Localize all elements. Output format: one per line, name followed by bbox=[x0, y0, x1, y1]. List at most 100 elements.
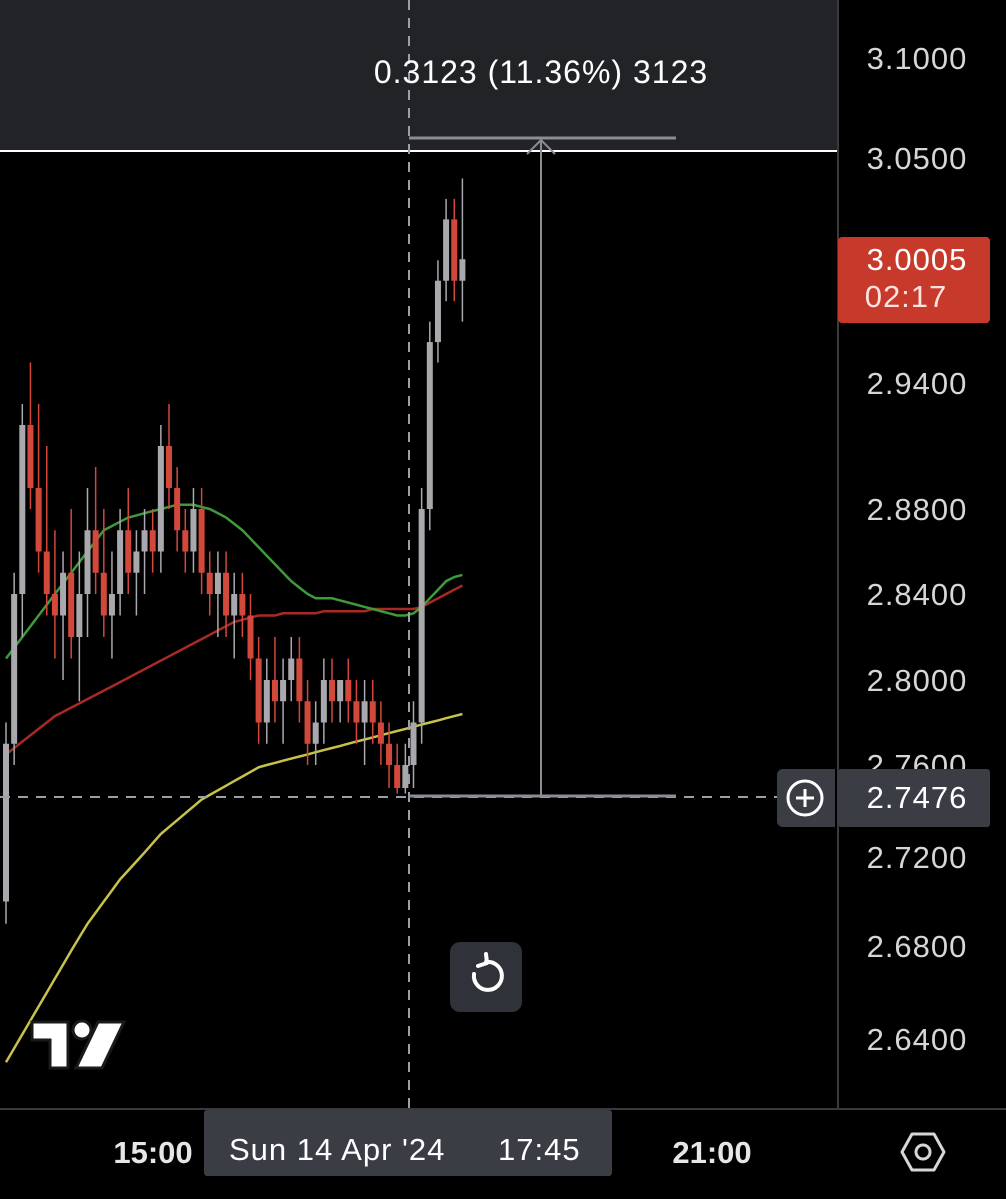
candle bbox=[141, 509, 148, 594]
candle bbox=[27, 362, 34, 509]
candle bbox=[312, 701, 319, 765]
price-tick-label: 2.6800 bbox=[867, 929, 968, 964]
candle-body bbox=[231, 594, 238, 616]
measure-tool[interactable] bbox=[409, 136, 676, 798]
candle-body bbox=[369, 701, 376, 723]
candle bbox=[255, 637, 262, 744]
candle-body bbox=[133, 551, 140, 573]
candle-body bbox=[304, 701, 311, 744]
tradingview-logo bbox=[28, 1016, 128, 1074]
candle-body bbox=[60, 572, 67, 616]
price-tick-label: 3.1000 bbox=[867, 41, 968, 76]
candle bbox=[182, 509, 189, 573]
candle bbox=[247, 594, 254, 680]
crosshair-price-label: 2.7476 bbox=[838, 769, 990, 827]
candle bbox=[166, 404, 172, 509]
candle bbox=[149, 509, 156, 573]
candle-body bbox=[410, 722, 417, 765]
candle-body bbox=[337, 680, 344, 702]
candle-body bbox=[43, 551, 50, 594]
price-tick-label: 2.7200 bbox=[867, 840, 968, 875]
current-price-value: 3.0005 bbox=[867, 242, 968, 277]
candle-body bbox=[92, 530, 99, 573]
candle-body bbox=[353, 701, 360, 723]
candle-body bbox=[182, 530, 189, 552]
ma-fast-line bbox=[5, 503, 463, 660]
candle bbox=[133, 530, 140, 616]
candle bbox=[206, 551, 213, 616]
candle-body bbox=[377, 722, 384, 744]
candle bbox=[459, 178, 466, 322]
candle bbox=[377, 701, 384, 765]
candle-body bbox=[386, 743, 393, 765]
candle bbox=[198, 488, 205, 594]
candle bbox=[92, 467, 99, 594]
candle bbox=[263, 658, 270, 744]
candle-body bbox=[35, 488, 42, 552]
candle-body bbox=[108, 594, 115, 616]
candle bbox=[3, 722, 9, 924]
candle-body bbox=[11, 594, 18, 744]
candle bbox=[434, 260, 441, 363]
price-tick-label: 2.8800 bbox=[867, 492, 968, 527]
rotate-ccw-icon bbox=[471, 952, 504, 992]
candle bbox=[386, 722, 393, 788]
candle-body bbox=[320, 680, 327, 723]
price-tick-label: 2.6400 bbox=[867, 1022, 968, 1057]
candle bbox=[361, 680, 368, 765]
hexagon-settings-icon bbox=[900, 1132, 946, 1172]
candles bbox=[3, 178, 466, 924]
candle bbox=[76, 551, 83, 702]
price-axis[interactable]: 3.10003.05002.94002.88002.84002.80002.76… bbox=[867, 41, 968, 1057]
candle-body bbox=[84, 530, 91, 594]
candle bbox=[280, 658, 287, 744]
candle bbox=[296, 637, 303, 723]
candle-body bbox=[68, 572, 75, 637]
candle-body bbox=[280, 680, 287, 702]
candle bbox=[402, 743, 409, 794]
candle-body bbox=[288, 658, 295, 680]
measure-arrowhead bbox=[526, 138, 556, 155]
time-tick-label: 21:00 bbox=[672, 1135, 751, 1170]
candle bbox=[84, 488, 91, 637]
price-tick-label: 2.9400 bbox=[867, 366, 968, 401]
measure-label: 0.3123 (11.36%) 3123 bbox=[374, 54, 708, 90]
candle bbox=[288, 637, 295, 702]
ma-slow-line bbox=[4, 712, 463, 1063]
candle-body bbox=[125, 530, 132, 573]
candle-body bbox=[117, 530, 124, 594]
add-alert-button[interactable] bbox=[777, 769, 835, 827]
candle-body bbox=[434, 280, 441, 343]
crosshair-date: Sun 14 Apr '24 bbox=[229, 1132, 445, 1167]
candle bbox=[108, 551, 115, 659]
candle bbox=[190, 488, 197, 573]
current-price-badge: 3.0005 02:17 bbox=[838, 237, 990, 323]
candle bbox=[239, 572, 246, 637]
candle-body bbox=[198, 509, 205, 573]
candle bbox=[51, 530, 58, 659]
reset-chart-button[interactable] bbox=[450, 942, 522, 1012]
candle-body bbox=[174, 488, 181, 531]
candle-body bbox=[190, 509, 197, 552]
settings-button[interactable] bbox=[890, 1122, 956, 1182]
candle-body bbox=[149, 530, 156, 552]
candle bbox=[223, 551, 230, 637]
candle-body bbox=[312, 722, 319, 744]
candle bbox=[369, 680, 376, 744]
price-tick-label: 2.8400 bbox=[867, 577, 968, 612]
candle-body bbox=[394, 765, 401, 788]
candle-body bbox=[19, 425, 26, 594]
candle-body bbox=[3, 743, 9, 902]
crosshair-time-label: Sun 14 Apr '24 17:45 bbox=[204, 1110, 612, 1176]
candle bbox=[394, 743, 401, 794]
price-tick-label: 3.0500 bbox=[867, 141, 968, 176]
crosshair-price-value: 2.7476 bbox=[867, 780, 968, 815]
candle-body bbox=[27, 425, 34, 488]
candle bbox=[320, 658, 327, 744]
candle-body bbox=[402, 765, 409, 788]
tradingview-logo-icon bbox=[30, 1019, 127, 1070]
candle-body bbox=[451, 219, 458, 281]
candle-body bbox=[271, 680, 278, 702]
candle bbox=[11, 572, 18, 765]
